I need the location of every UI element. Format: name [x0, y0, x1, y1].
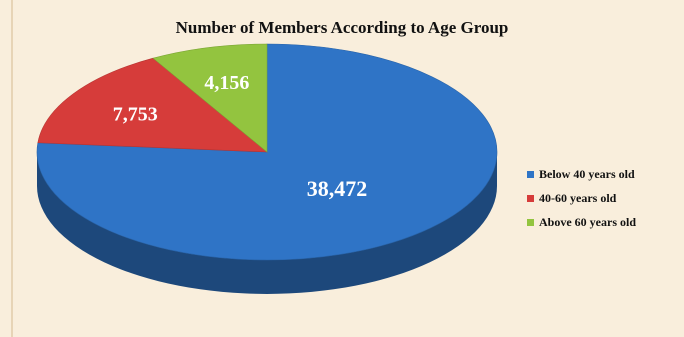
slice-data-label: 7,753 — [113, 103, 158, 125]
legend-item-40-60: 40-60 years old — [527, 186, 636, 210]
legend: Below 40 years old 40-60 years old Above… — [527, 162, 636, 234]
legend-swatch — [527, 218, 534, 226]
legend-label: 40-60 years old — [539, 190, 617, 205]
pie-sides — [37, 152, 497, 294]
legend-label: Above 60 years old — [539, 214, 636, 229]
legend-swatch — [527, 194, 534, 202]
slice-data-label: 38,472 — [307, 176, 368, 201]
pie-side-0 — [37, 152, 497, 294]
legend-item-below-40: Below 40 years old — [527, 162, 636, 186]
slice-data-label: 4,156 — [204, 72, 249, 94]
chart-title: Number of Members According to Age Group — [175, 18, 509, 37]
pie-slice-1 — [37, 57, 268, 153]
legend-swatch — [527, 170, 534, 178]
frame-edge — [11, 0, 13, 337]
pie-slice-2 — [152, 43, 268, 153]
legend-item-above-60: Above 60 years old — [527, 210, 636, 234]
legend-label: Below 40 years old — [539, 166, 635, 181]
